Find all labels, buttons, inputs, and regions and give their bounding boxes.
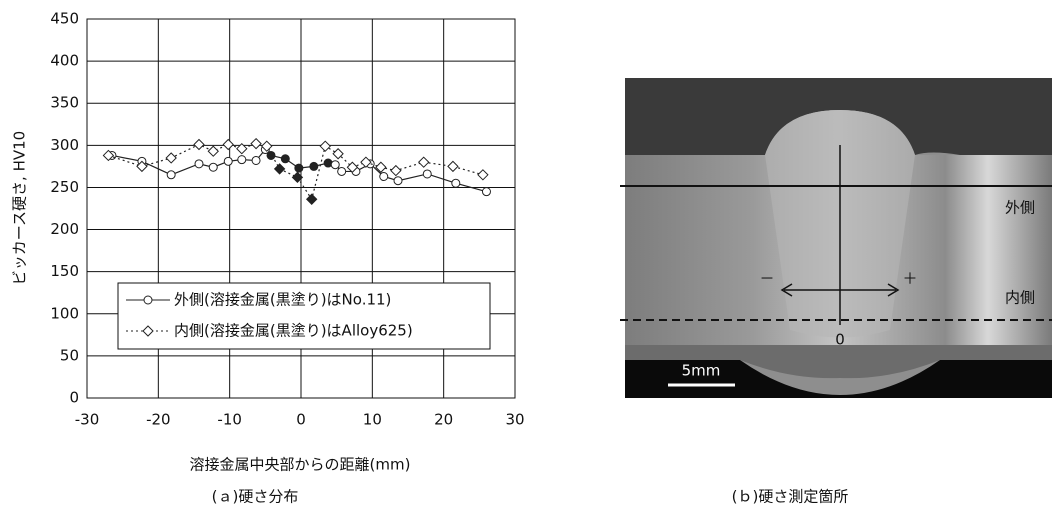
x-tick-label: 0 xyxy=(296,411,306,429)
legend-label: 外側(溶接金属(黒塗り)はNo.11) xyxy=(174,291,391,309)
y-tick-label: 50 xyxy=(60,346,79,364)
x-tick-label: 20 xyxy=(434,411,453,429)
x-tick-label: 10 xyxy=(363,411,382,429)
point xyxy=(223,139,233,149)
point xyxy=(209,163,217,171)
point xyxy=(331,161,339,169)
point xyxy=(478,170,488,180)
point xyxy=(224,157,232,165)
x-tick-label: 30 xyxy=(505,411,524,429)
point xyxy=(310,162,318,170)
minus-label: － xyxy=(759,270,774,288)
y-tick-label: 200 xyxy=(50,220,79,238)
point xyxy=(452,179,460,187)
point xyxy=(307,194,317,204)
point xyxy=(448,161,458,171)
point xyxy=(208,146,218,156)
y-tick-label: 300 xyxy=(50,136,79,154)
y-tick-label: 400 xyxy=(50,52,79,70)
point xyxy=(482,188,490,196)
point xyxy=(394,177,402,185)
page: 溶接金属中央部からの距離(mm) ビッカース硬さ, HV10 (ａ)硬さ分布 外… xyxy=(0,0,1052,517)
y-tick-label: 450 xyxy=(50,10,79,28)
point xyxy=(252,156,260,164)
point xyxy=(419,157,429,167)
x-axis-label: 溶接金属中央部からの距離(mm) xyxy=(190,456,411,474)
point xyxy=(295,164,303,172)
y-axis-label: ビッカース硬さ, HV10 xyxy=(11,131,29,285)
point xyxy=(166,153,176,163)
point xyxy=(380,172,388,180)
point xyxy=(194,139,204,149)
point xyxy=(391,166,401,176)
x-tick-label: -20 xyxy=(146,411,171,429)
origin-label: 0 xyxy=(835,331,845,349)
point xyxy=(251,139,261,149)
y-tick-label: 250 xyxy=(50,178,79,196)
legend: 外側(溶接金属(黒塗り)はNo.11) 内側(溶接金属(黒塗り)はAlloy625… xyxy=(118,283,490,349)
plus-label: ＋ xyxy=(902,270,917,288)
point xyxy=(423,170,431,178)
x-tick-label: -10 xyxy=(217,411,242,429)
point xyxy=(195,160,203,168)
legend-label: 内側(溶接金属(黒塗り)はAlloy625) xyxy=(174,322,413,340)
y-tick-label: 150 xyxy=(50,262,79,280)
inner-label: 内側 xyxy=(1005,289,1035,307)
outer-label: 外側 xyxy=(1005,199,1035,217)
photo: 外側 内側 5mm 0 － ＋ (ｂ)硬さ測定箇所 xyxy=(620,78,1052,506)
point xyxy=(338,167,346,175)
caption: (ａ)硬さ分布 xyxy=(212,488,299,506)
point xyxy=(238,156,246,164)
caption: (ｂ)硬さ測定箇所 xyxy=(732,488,849,506)
scale-label: 5mm xyxy=(682,362,721,380)
y-tick-label: 0 xyxy=(69,389,79,407)
point xyxy=(167,171,175,179)
legend-marker xyxy=(144,296,152,304)
point xyxy=(281,155,289,163)
x-tick-label: -30 xyxy=(75,411,100,429)
point xyxy=(275,164,285,174)
point xyxy=(320,141,330,151)
y-tick-label: 100 xyxy=(50,304,79,322)
y-tick-label: 350 xyxy=(50,94,79,112)
